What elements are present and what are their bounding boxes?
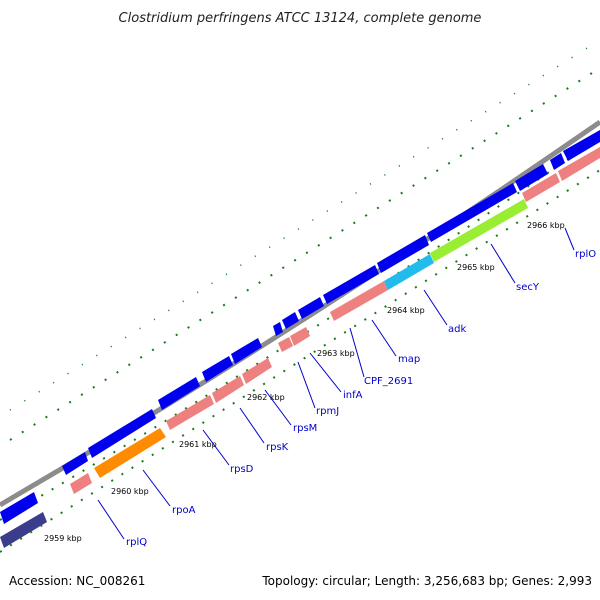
gene-label-secY: secY <box>516 282 540 293</box>
guide-line-outer <box>9 67 600 441</box>
gene-adk-inner <box>384 254 434 290</box>
gene-rpsK-inner <box>212 376 244 403</box>
gene-label-rpsK: rpsK <box>266 442 289 453</box>
gene-rplO-inner <box>522 173 560 202</box>
gene-label-map: map <box>398 354 420 365</box>
tick-labels: 2959 kbp 2960 kbp 2961 kbp 2962 kbp 2963… <box>44 221 565 543</box>
gene-label-rpsM: rpsM <box>293 423 317 434</box>
gene-block-5 <box>202 356 233 382</box>
line-rpmJ <box>297 361 316 409</box>
line-adk <box>423 289 448 326</box>
gene-label-rpoA: rpoA <box>172 505 196 516</box>
guide-line-outer-2 <box>9 39 600 411</box>
label-lines <box>97 227 575 540</box>
gene-map-inner <box>330 281 388 321</box>
gene-block-9 <box>298 297 324 319</box>
gene-inner-end <box>558 147 600 181</box>
tick-marks <box>0 169 600 553</box>
gene-label-infA: infA <box>343 390 363 401</box>
line-secY <box>490 243 516 284</box>
gene-block-3 <box>88 409 156 458</box>
gene-block-13 <box>515 164 548 191</box>
gene-label-rpsD: rpsD <box>230 464 254 475</box>
map-title: Clostridium perfringens ATCC 13124, comp… <box>119 11 482 26</box>
gene-inner-2 <box>70 473 92 494</box>
gene-block-7 <box>273 322 283 336</box>
gene-label-rplQ: rplQ <box>126 537 147 548</box>
gene-block-2 <box>62 452 88 475</box>
tick-label-2963: 2963 kbp <box>317 349 355 358</box>
accession-text: Accession: NC_008261 <box>9 574 145 588</box>
gene-rpoA-inner <box>94 428 166 478</box>
line-infA <box>309 352 342 393</box>
gene-block-4 <box>158 377 200 410</box>
line-rpoA <box>142 469 171 507</box>
gene-block-15 <box>563 130 600 161</box>
line-map <box>371 319 397 357</box>
gene-block-14 <box>550 153 565 170</box>
gene-rplQ-inner <box>0 512 47 548</box>
gene-rpsM-inner <box>242 358 272 384</box>
tick-label-2964: 2964 kbp <box>387 306 425 315</box>
gene-label-CPF_2691: CPF_2691 <box>364 376 413 387</box>
gene-block-8 <box>282 312 299 329</box>
gene-block-11 <box>377 235 429 273</box>
tick-label-2966: 2966 kbp <box>527 221 565 230</box>
tick-label-2962: 2962 kbp <box>247 393 285 402</box>
tick-label-2965: 2965 kbp <box>457 263 495 272</box>
line-rplQ <box>97 499 125 540</box>
gene-label-rpmJ: rpmJ <box>316 406 339 417</box>
outer-gene-track <box>0 130 600 524</box>
line-rplO <box>564 227 575 251</box>
tick-label-2960: 2960 kbp <box>111 487 149 496</box>
gene-rpsD-inner <box>166 395 214 430</box>
gene-label-adk: adk <box>448 324 466 335</box>
line-rpsD <box>202 429 230 466</box>
gene-block-1 <box>0 492 38 524</box>
line-rpsK <box>239 407 265 444</box>
topology-summary: Topology: circular; Length: 3,256,683 bp… <box>261 574 592 588</box>
gene-rpmJ-inner <box>278 337 293 352</box>
gene-block-10 <box>323 265 379 304</box>
line-CPF_2691 <box>349 327 365 378</box>
inner-tick-row <box>0 169 600 553</box>
inner-gene-track <box>0 147 600 548</box>
gene-block-12 <box>427 183 517 242</box>
gene-secY-inner <box>430 199 528 262</box>
line-rpsM <box>264 389 292 426</box>
gene-label-rplO: rplO <box>575 249 596 260</box>
gene-labels: rplQ rpoA rpsD rpsK rpsM rpmJ infA CPF_2… <box>126 249 596 548</box>
tick-label-2959: 2959 kbp <box>44 534 82 543</box>
tick-label-2961: 2961 kbp <box>179 440 217 449</box>
gene-infA-inner <box>290 327 310 346</box>
gene-block-6 <box>231 338 262 364</box>
